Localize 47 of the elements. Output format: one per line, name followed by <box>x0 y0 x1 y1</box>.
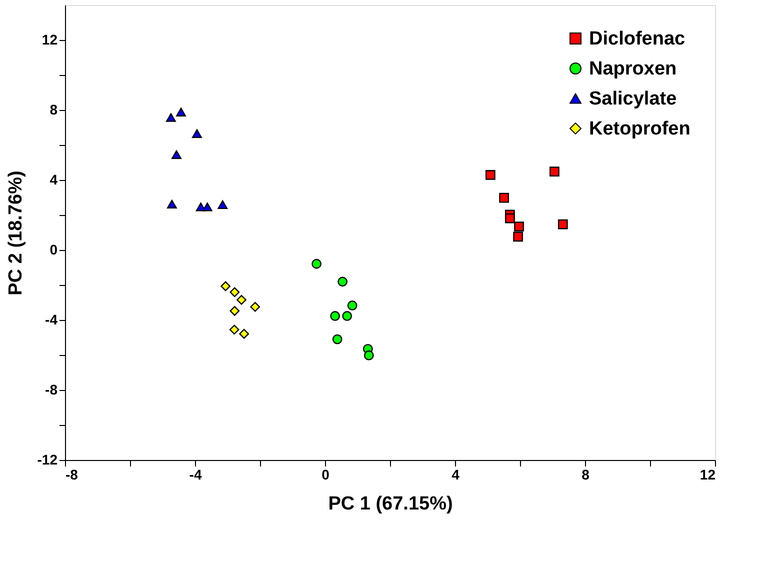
legend-label: Diclofenac <box>589 28 686 50</box>
point <box>485 170 496 180</box>
x-tick-label: 8 <box>582 466 590 482</box>
x-tick-label: -4 <box>189 466 202 482</box>
point <box>176 108 186 116</box>
point <box>229 324 240 335</box>
point <box>332 334 342 344</box>
x-tick-label: 12 <box>700 466 716 482</box>
point <box>550 166 560 177</box>
x-tick-label: 0 <box>322 466 330 482</box>
y-tick-label: -4 <box>45 312 58 328</box>
point <box>513 232 523 242</box>
point <box>499 192 510 203</box>
point <box>230 306 240 316</box>
point <box>239 328 250 339</box>
y-axis-title: PC 2 (18.76%) <box>5 170 26 296</box>
point <box>347 300 358 310</box>
point <box>218 200 228 210</box>
x-tick-label: 4 <box>452 466 460 482</box>
point <box>202 202 212 212</box>
point <box>220 281 230 292</box>
x-tick-label: -8 <box>66 466 78 482</box>
point <box>172 150 182 159</box>
y-tick-label: -8 <box>45 382 58 398</box>
point <box>236 294 246 305</box>
point <box>312 258 322 269</box>
x-axis-title: PC 1 (67.15%) <box>328 494 453 514</box>
point <box>504 213 515 224</box>
y-tick-label: 4 <box>50 172 58 188</box>
y-tick-label: 0 <box>50 242 58 258</box>
point <box>558 219 568 230</box>
point <box>192 129 202 138</box>
point <box>330 311 340 321</box>
y-tick-label: 12 <box>42 32 58 48</box>
point <box>342 311 352 321</box>
point <box>250 302 260 312</box>
point <box>338 276 348 287</box>
y-tick-label: -12 <box>37 452 58 468</box>
point <box>514 222 524 232</box>
point <box>230 287 240 298</box>
legend-label: Naproxen <box>589 58 677 80</box>
legend-label: Salicylate <box>589 88 677 110</box>
y-tick-label: 8 <box>50 102 58 118</box>
point <box>364 350 374 360</box>
legend-label: Ketoprofen <box>589 118 690 140</box>
point <box>166 113 176 122</box>
point <box>166 200 177 208</box>
